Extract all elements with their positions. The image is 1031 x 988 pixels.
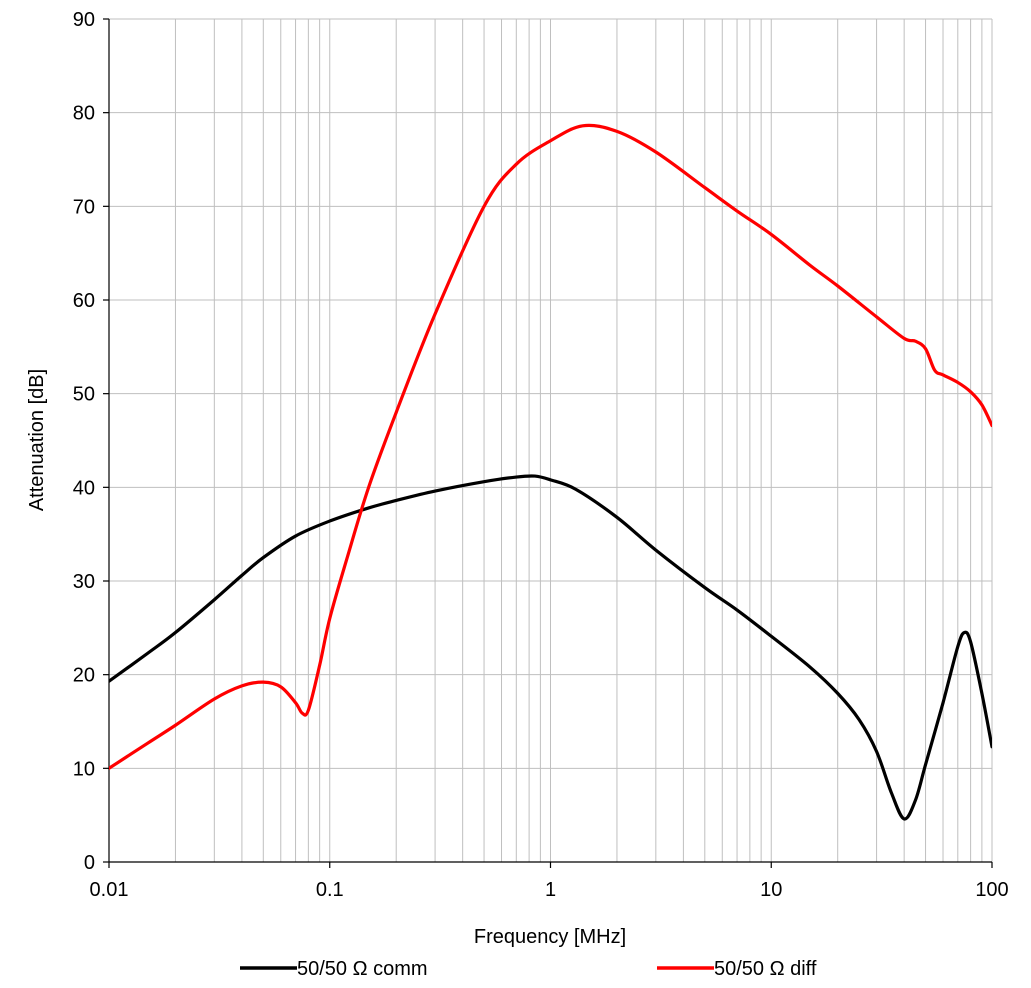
y-tick-label: 20 xyxy=(73,665,95,687)
legend: 50/50 Ω comm 50/50 Ω diff xyxy=(240,958,817,980)
x-tick-label: 0.1 xyxy=(316,879,344,901)
series-line-diff xyxy=(109,123,992,770)
legend-label: 50/50 Ω diff xyxy=(714,958,817,980)
y-tick-label: 0 xyxy=(84,852,95,874)
tick-labels: 0 10 20 30 40 50 60 70 80 90 0.01 0.1 1 10 100 xyxy=(73,9,1009,901)
y-tick-label: 40 xyxy=(73,477,95,499)
legend-label: 50/50 Ω comm xyxy=(297,958,428,980)
y-tick-label: 80 xyxy=(73,103,95,125)
x-tick-label: 1 xyxy=(545,879,556,901)
y-tick-label: 90 xyxy=(73,9,95,31)
x-axis-title: Frequency [MHz] xyxy=(474,926,626,948)
y-tick-label: 60 xyxy=(73,290,95,312)
y-tick-label: 10 xyxy=(73,758,95,780)
x-tick-label: 10 xyxy=(760,879,782,901)
y-tick-label: 50 xyxy=(73,384,95,406)
series-lines xyxy=(109,123,992,821)
x-tick-label: 100 xyxy=(975,879,1008,901)
axes xyxy=(103,18,993,868)
series-line-comm xyxy=(109,474,992,821)
y-axis-title: Attenuation [dB] xyxy=(26,369,48,511)
y-tick-label: 70 xyxy=(73,196,95,218)
y-tick-label: 30 xyxy=(73,571,95,593)
x-tick-label: 0.01 xyxy=(90,879,129,901)
grid xyxy=(109,18,993,862)
